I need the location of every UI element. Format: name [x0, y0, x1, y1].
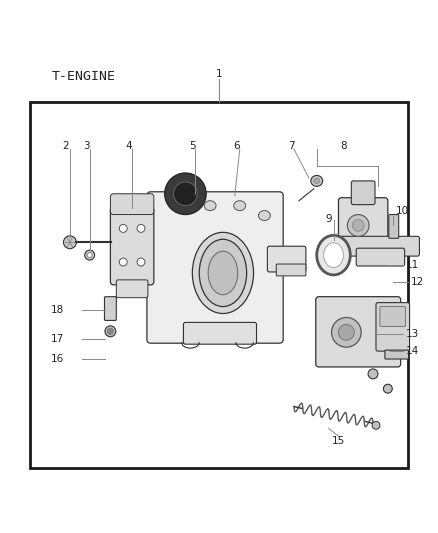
FancyBboxPatch shape [339, 198, 388, 241]
Ellipse shape [204, 201, 216, 211]
Text: 17: 17 [50, 334, 64, 344]
Ellipse shape [311, 175, 323, 187]
Ellipse shape [383, 384, 392, 393]
Ellipse shape [168, 194, 282, 322]
FancyBboxPatch shape [276, 264, 306, 276]
Text: 13: 13 [406, 329, 419, 340]
Text: 10: 10 [396, 206, 409, 215]
FancyBboxPatch shape [389, 215, 399, 238]
Ellipse shape [137, 224, 145, 232]
Ellipse shape [137, 258, 145, 266]
FancyBboxPatch shape [147, 192, 283, 343]
FancyBboxPatch shape [332, 236, 420, 256]
FancyBboxPatch shape [105, 297, 117, 320]
Ellipse shape [368, 369, 378, 379]
Text: 2: 2 [63, 141, 69, 151]
Ellipse shape [339, 325, 354, 340]
FancyBboxPatch shape [356, 248, 405, 266]
FancyBboxPatch shape [380, 306, 406, 326]
Ellipse shape [372, 422, 380, 429]
Text: 15: 15 [332, 436, 345, 446]
FancyBboxPatch shape [117, 280, 148, 297]
Ellipse shape [64, 236, 76, 249]
Text: 11: 11 [406, 260, 419, 270]
Text: T-ENGINE: T-ENGINE [52, 70, 116, 84]
Ellipse shape [234, 201, 246, 211]
FancyBboxPatch shape [267, 246, 306, 272]
Ellipse shape [352, 220, 364, 231]
FancyBboxPatch shape [385, 350, 409, 359]
FancyBboxPatch shape [110, 208, 154, 285]
Ellipse shape [332, 318, 361, 347]
Ellipse shape [85, 250, 95, 260]
Ellipse shape [119, 258, 127, 266]
Ellipse shape [208, 251, 238, 295]
Text: 3: 3 [83, 141, 90, 151]
Text: 4: 4 [126, 141, 132, 151]
Text: 7: 7 [288, 141, 294, 151]
Ellipse shape [258, 211, 270, 221]
Ellipse shape [324, 243, 343, 268]
Ellipse shape [105, 326, 116, 337]
Ellipse shape [192, 232, 254, 313]
Text: 12: 12 [410, 277, 424, 287]
FancyBboxPatch shape [376, 303, 410, 351]
Text: 18: 18 [50, 304, 64, 314]
FancyBboxPatch shape [184, 322, 257, 344]
Ellipse shape [119, 224, 127, 232]
Text: 6: 6 [233, 141, 240, 151]
FancyBboxPatch shape [110, 194, 154, 215]
Text: 5: 5 [189, 141, 196, 151]
Ellipse shape [347, 215, 369, 236]
Ellipse shape [173, 182, 197, 206]
Text: 1: 1 [215, 69, 223, 79]
Ellipse shape [165, 173, 206, 215]
Ellipse shape [314, 179, 320, 183]
Ellipse shape [317, 236, 350, 275]
Bar [30, 102, 408, 468]
Text: 9: 9 [325, 214, 332, 223]
Text: 16: 16 [50, 354, 64, 364]
Ellipse shape [199, 239, 247, 306]
FancyBboxPatch shape [351, 181, 375, 205]
Text: 8: 8 [340, 141, 347, 151]
Ellipse shape [107, 328, 113, 334]
Ellipse shape [87, 253, 92, 257]
Text: 14: 14 [406, 346, 419, 356]
FancyBboxPatch shape [316, 297, 401, 367]
